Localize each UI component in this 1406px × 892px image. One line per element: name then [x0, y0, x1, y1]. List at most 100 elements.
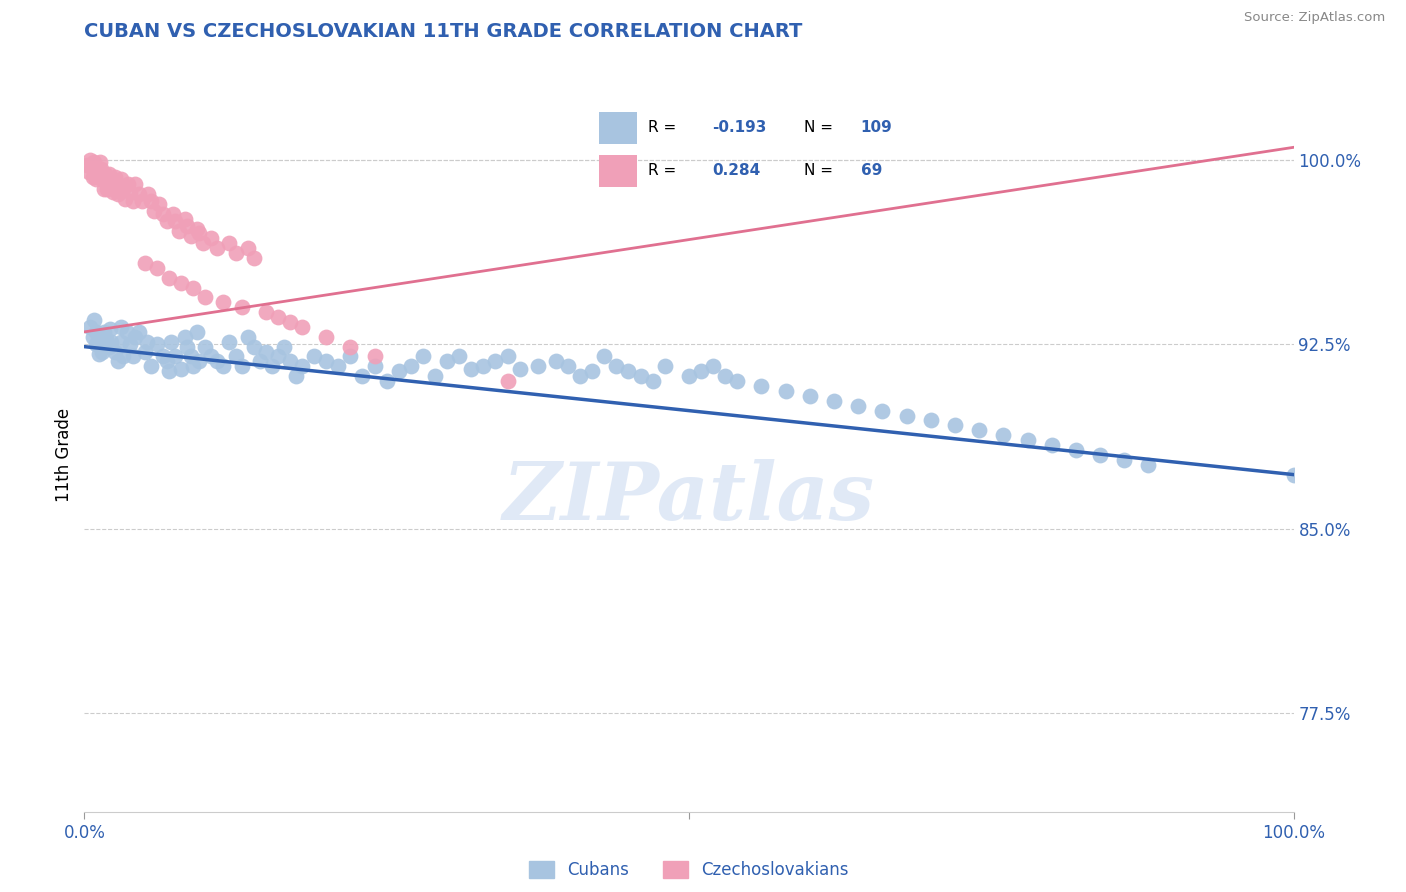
Point	[139, 194, 162, 209]
Text: -0.193: -0.193	[713, 120, 766, 136]
Point	[943, 418, 966, 433]
Point	[138, 187, 160, 202]
Point	[496, 350, 519, 364]
Point	[157, 364, 180, 378]
Point	[207, 354, 229, 368]
Point	[173, 330, 195, 344]
Text: Source: ZipAtlas.com: Source: ZipAtlas.com	[1244, 11, 1385, 24]
Point	[678, 369, 700, 384]
Point	[260, 359, 283, 374]
Point	[96, 182, 118, 196]
Point	[152, 350, 174, 364]
Point	[236, 241, 259, 255]
Point	[112, 350, 135, 364]
Point	[104, 169, 127, 184]
Point	[484, 354, 506, 368]
Point	[231, 359, 253, 374]
Point	[170, 276, 193, 290]
Point	[352, 369, 374, 384]
Point	[249, 354, 271, 368]
Point	[236, 330, 259, 344]
Point	[163, 350, 186, 364]
Point	[339, 350, 361, 364]
Point	[188, 354, 211, 368]
Point	[90, 162, 112, 177]
Point	[315, 354, 337, 368]
Point	[207, 241, 229, 255]
Point	[399, 359, 422, 374]
Point	[80, 160, 103, 174]
Text: R =: R =	[648, 163, 676, 178]
Point	[242, 251, 264, 265]
Point	[605, 359, 627, 374]
Point	[225, 350, 247, 364]
Point	[630, 369, 652, 384]
Point	[1114, 453, 1136, 467]
Point	[799, 389, 821, 403]
Point	[120, 337, 142, 351]
Point	[200, 231, 222, 245]
Point	[967, 423, 990, 437]
Point	[94, 332, 117, 346]
Point	[278, 315, 301, 329]
Point	[148, 197, 170, 211]
Point	[218, 334, 240, 349]
Point	[117, 178, 139, 192]
Point	[143, 204, 166, 219]
Point	[134, 344, 156, 359]
Point	[1088, 448, 1111, 462]
Point	[920, 413, 942, 427]
Point	[751, 379, 773, 393]
Point	[134, 256, 156, 270]
Point	[527, 359, 550, 374]
Point	[846, 399, 869, 413]
Point	[302, 350, 325, 364]
Point	[115, 325, 138, 339]
Text: 69: 69	[860, 163, 882, 178]
Point	[278, 354, 301, 368]
Point	[231, 300, 253, 314]
Point	[212, 359, 235, 374]
Point	[107, 187, 129, 202]
Point	[146, 260, 169, 275]
Point	[104, 344, 127, 359]
Point	[509, 361, 531, 376]
Bar	[599, 112, 637, 144]
Point	[120, 185, 142, 199]
Point	[181, 280, 204, 294]
Point	[91, 337, 114, 351]
Text: N =: N =	[804, 120, 832, 136]
Point	[186, 325, 208, 339]
Point	[291, 359, 314, 374]
Point	[124, 178, 146, 192]
Point	[1040, 438, 1063, 452]
Point	[105, 178, 128, 192]
Point	[146, 337, 169, 351]
Point	[110, 172, 132, 186]
Point	[375, 374, 398, 388]
Point	[1282, 467, 1305, 482]
Point	[423, 369, 446, 384]
Point	[872, 403, 894, 417]
Point	[110, 334, 132, 349]
Point	[82, 169, 104, 184]
Point	[254, 344, 277, 359]
Point	[87, 169, 110, 184]
Text: CUBAN VS CZECHOSLOVAKIAN 11TH GRADE CORRELATION CHART: CUBAN VS CZECHOSLOVAKIAN 11TH GRADE CORR…	[84, 22, 803, 41]
Point	[388, 364, 411, 378]
Point	[86, 325, 108, 339]
Point	[1064, 442, 1087, 457]
Point	[823, 393, 845, 408]
Point	[83, 155, 105, 169]
Point	[93, 182, 115, 196]
Point	[654, 359, 676, 374]
Point	[449, 350, 471, 364]
Point	[267, 310, 290, 325]
Point	[110, 320, 132, 334]
Point	[496, 374, 519, 388]
Point	[714, 369, 737, 384]
Point	[254, 305, 277, 319]
Point	[472, 359, 495, 374]
Point	[1017, 433, 1039, 447]
Point	[128, 187, 150, 202]
